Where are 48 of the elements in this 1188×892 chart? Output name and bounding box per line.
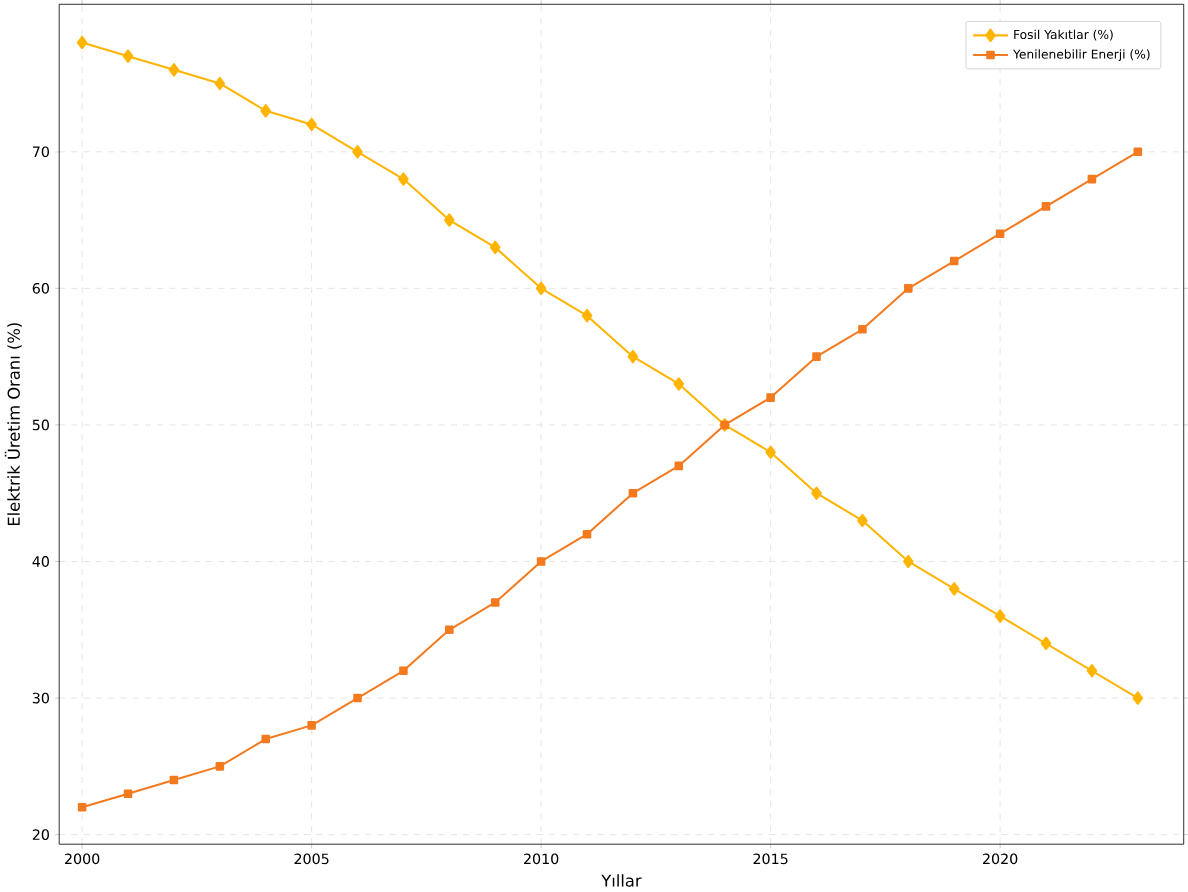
point — [673, 377, 685, 391]
point — [399, 666, 408, 676]
point — [582, 530, 592, 539]
point — [444, 213, 455, 228]
point — [123, 789, 133, 799]
point — [535, 281, 547, 296]
point — [169, 775, 179, 785]
point — [168, 63, 180, 77]
point — [215, 762, 225, 771]
point — [857, 514, 868, 528]
point — [581, 309, 593, 323]
point — [76, 36, 88, 50]
point — [352, 145, 363, 159]
point — [1133, 147, 1143, 157]
point — [353, 694, 362, 703]
point — [1087, 175, 1097, 184]
point — [1041, 202, 1051, 211]
point — [811, 486, 822, 501]
point — [77, 803, 87, 812]
point — [261, 734, 270, 744]
point — [628, 489, 638, 498]
x-axis-title: Yıllar — [601, 874, 642, 888]
point — [536, 557, 546, 566]
y-axis-title: Elektrik Üretim Oranı (%) — [4, 323, 22, 526]
point — [260, 104, 272, 118]
point — [307, 721, 316, 730]
point — [949, 256, 959, 266]
point — [489, 240, 501, 255]
point — [214, 76, 226, 91]
point — [766, 393, 775, 403]
point — [1132, 691, 1144, 706]
point — [306, 117, 317, 132]
point — [122, 49, 134, 64]
point — [858, 325, 867, 334]
point — [490, 598, 500, 607]
point — [994, 609, 1006, 624]
point — [948, 582, 960, 596]
point — [445, 625, 454, 635]
point — [398, 172, 409, 187]
point — [627, 350, 639, 364]
point — [904, 284, 913, 293]
point — [1040, 636, 1052, 651]
point — [903, 554, 914, 569]
point — [812, 352, 821, 362]
point — [674, 461, 684, 471]
point — [765, 445, 776, 460]
point — [1086, 664, 1098, 678]
point — [995, 229, 1005, 239]
